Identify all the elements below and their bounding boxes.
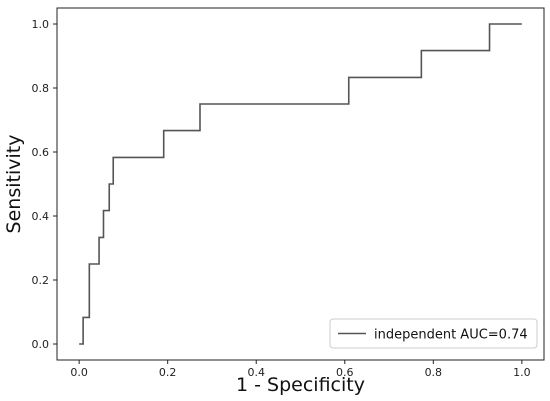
- x-axis-title: 1 - Specificity: [236, 374, 365, 396]
- x-tick-label: 0.2: [159, 366, 177, 379]
- y-tick-label: 0.4: [32, 210, 50, 223]
- series-layer: [79, 23, 522, 345]
- roc-curve-line: [79, 23, 522, 345]
- x-tick-label: 1.0: [513, 366, 531, 379]
- y-axis-title: Sensitivity: [3, 135, 25, 234]
- y-tick-label: 0.0: [32, 338, 50, 351]
- x-tick-label: 0.4: [247, 366, 265, 379]
- legend-label: independent AUC=0.74: [374, 328, 528, 343]
- x-axis-ticks: 0.0 0.2 0.4 0.6 0.8 1.0: [70, 360, 531, 379]
- legend-box: [329, 318, 538, 349]
- y-tick-label: 0.8: [32, 82, 50, 95]
- y-tick-label: 0.6: [32, 146, 50, 159]
- plot-area-frame: [56, 7, 545, 361]
- y-tick-label: 1.0: [32, 18, 50, 31]
- y-tick-label: 0.2: [32, 274, 50, 287]
- x-tick-label: 0.0: [70, 366, 88, 379]
- x-tick-label: 0.8: [425, 366, 443, 379]
- legend: independent AUC=0.74: [329, 318, 538, 349]
- x-tick-label: 0.6: [336, 366, 354, 379]
- y-axis-ticks: 0.0 0.2 0.4 0.6 0.8 1.0: [32, 18, 57, 351]
